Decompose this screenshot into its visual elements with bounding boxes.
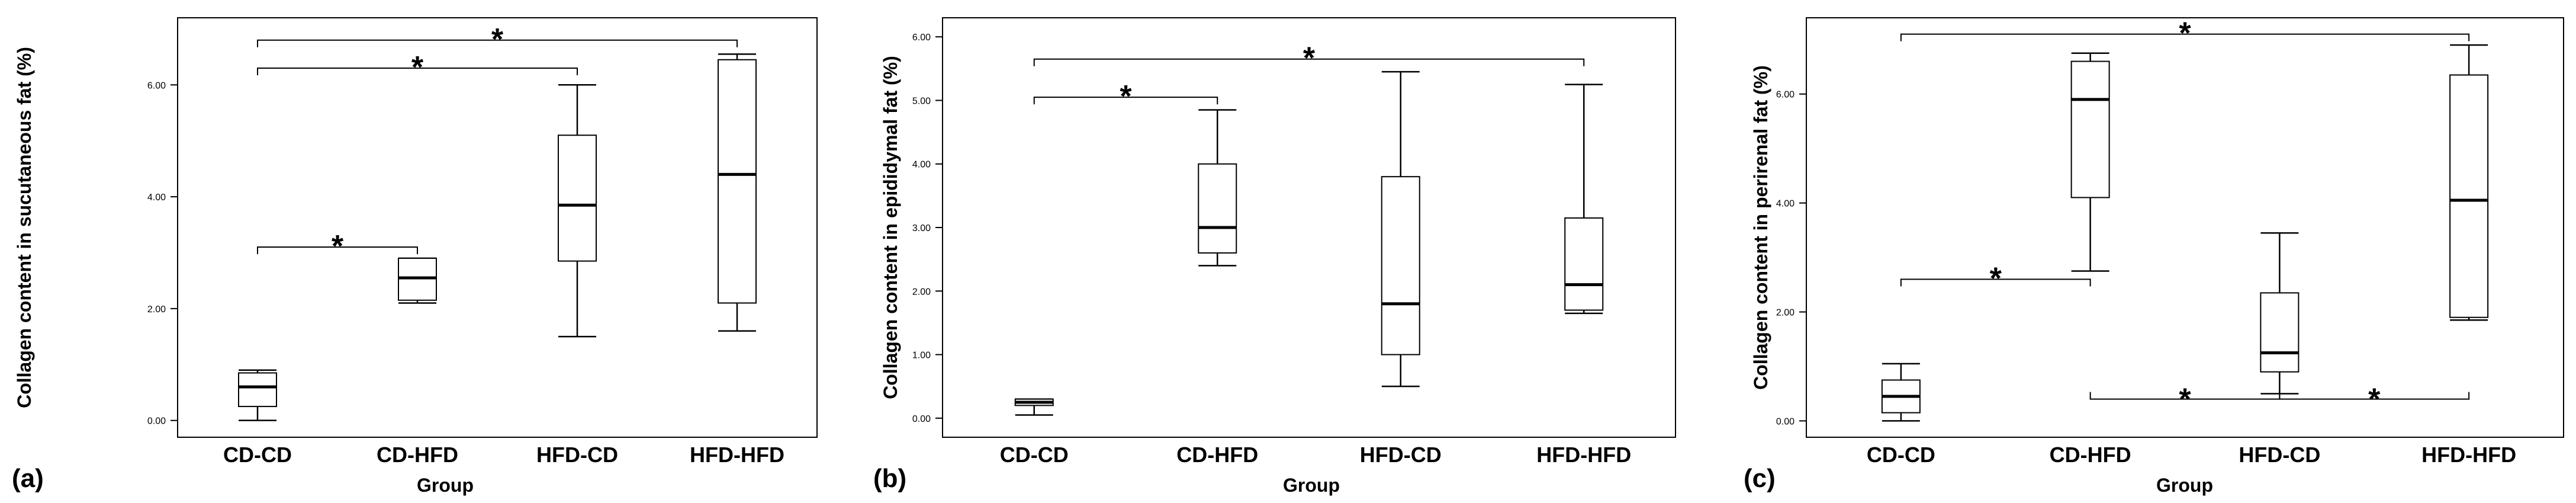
y-tick-label: 4.00 (912, 160, 931, 170)
x-category-label: HFD-HFD (2421, 443, 2516, 467)
box-cd-cd (1014, 398, 1054, 416)
significance-bracket: * (2279, 383, 2470, 417)
y-tick-label: 6.00 (1776, 90, 1794, 100)
y-tick-label: 4.00 (1776, 199, 1794, 209)
x-category-label: CD-HFD (1176, 443, 1258, 467)
box-hfd-hfd (718, 53, 757, 332)
y-tick-label: 2.00 (912, 287, 931, 297)
box-iqr (2449, 74, 2489, 318)
box-cd-hfd (1198, 109, 1237, 267)
box-hfd-cd (2260, 232, 2300, 395)
x-category-label: HFD-CD (1360, 443, 1442, 467)
bracket-line (2279, 392, 2470, 400)
bracket-line (1033, 58, 1585, 66)
significance-star: * (411, 50, 424, 85)
y-axis-title: Collagen content in epididymal fat (%) (880, 56, 901, 399)
box-iqr (2070, 60, 2110, 198)
box-cd-hfd (2070, 52, 2110, 272)
y-axis-title: Collagen content in sucutaneous fat (%) (14, 47, 35, 408)
panel-a: 0.00 2.00 4.00 6.00 Collagen content in sucu… (12, 17, 818, 496)
y-tick-label: 6.00 (147, 81, 166, 91)
bracket-line (1900, 33, 2470, 41)
box-hfd-cd (1381, 71, 1420, 387)
y-tick-label: 0.00 (1776, 417, 1794, 427)
box-iqr (718, 59, 757, 304)
x-category-label: CD-HFD (377, 443, 458, 467)
significance-star: * (2179, 17, 2191, 51)
panel-b: 0.00 1.00 2.00 3.00 4.00 5.00 6.00 Collagen con… (873, 17, 1676, 496)
box-hfd-hfd (2449, 44, 2489, 321)
significance-bracket: * (1900, 17, 2470, 51)
x-axis-title: Group (1283, 475, 1340, 496)
box-cd-hfd (398, 257, 437, 304)
y-axis-title: Collagen content in perirenal fat (%) (1750, 65, 1771, 390)
significance-bracket: * (257, 229, 418, 264)
significance-bracket: * (2089, 383, 2281, 417)
y-tick-label: 4.00 (147, 193, 166, 203)
significance-star: * (1120, 79, 1132, 114)
x-category-label: HFD-CD (2239, 443, 2320, 467)
y-tick-label: 3.00 (912, 223, 931, 233)
x-category-label: CD-CD (1000, 443, 1069, 467)
y-tick-label: 1.00 (912, 351, 931, 361)
significance-bracket: * (1033, 41, 1585, 76)
box-iqr (1198, 163, 1237, 254)
y-tick-label: 2.00 (1776, 308, 1794, 318)
significance-bracket: * (257, 23, 738, 57)
significance-star: * (491, 23, 504, 57)
box-iqr (2260, 292, 2300, 373)
box-iqr (238, 372, 277, 408)
significance-star: * (332, 229, 344, 264)
panel-label: (a) (12, 464, 44, 493)
box-cd-cd (238, 369, 277, 421)
box-hfd-hfd (1564, 84, 1604, 315)
x-category-label: CD-HFD (2050, 443, 2131, 467)
y-tick-label: 6.00 (912, 33, 931, 43)
y-tick-label: 5.00 (912, 96, 931, 106)
plot-frame (177, 17, 818, 438)
significance-bracket: * (257, 50, 578, 85)
significance-bracket: * (1900, 261, 2091, 296)
significance-bracket: * (1033, 79, 1218, 114)
y-tick-label: 0.00 (912, 414, 931, 424)
panel-label: (b) (873, 464, 906, 493)
x-category-label: CD-CD (223, 443, 292, 467)
plot-frame (1806, 17, 2564, 438)
x-category-label: HFD-HFD (1536, 443, 1631, 467)
box-iqr (558, 134, 597, 262)
x-category-label: HFD-HFD (690, 443, 784, 467)
significance-star: * (1990, 261, 2002, 296)
box-iqr (1381, 176, 1420, 355)
box-cd-cd (1881, 363, 1921, 422)
bracket-line (1033, 97, 1218, 105)
bracket-line (257, 67, 578, 75)
y-tick-label: 2.00 (147, 305, 166, 315)
panel-label: (c) (1744, 464, 1776, 493)
x-axis-title: Group (417, 475, 474, 496)
bracket-line (257, 39, 738, 47)
box-hfd-cd (558, 84, 597, 338)
panel-c: 0.00 2.00 4.00 6.00 Collagen content in peri… (1744, 17, 2564, 496)
x-category-label: CD-CD (1867, 443, 1935, 467)
y-tick-label: 0.00 (147, 417, 166, 427)
box-iqr (1564, 217, 1604, 311)
bracket-line (1900, 278, 2091, 287)
significance-star: * (2179, 383, 2191, 417)
x-category-label: HFD-CD (536, 443, 618, 467)
significance-star: * (2368, 383, 2381, 417)
bracket-line (257, 246, 418, 255)
x-axis-title: Group (2156, 475, 2213, 496)
significance-star: * (1303, 41, 1316, 76)
